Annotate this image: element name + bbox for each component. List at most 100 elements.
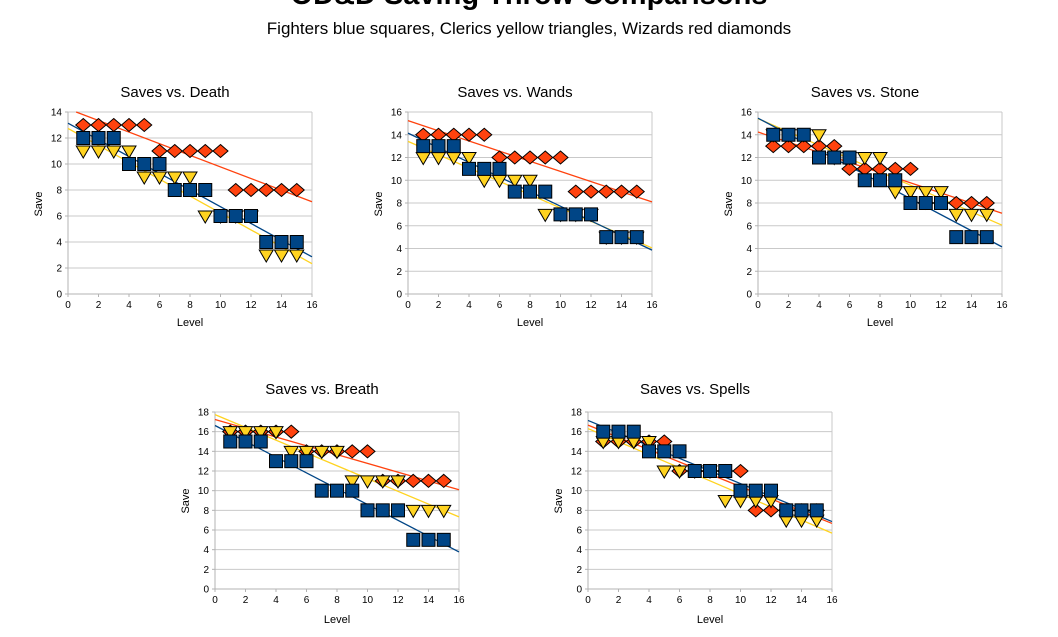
chart-saves-vs-death: Saves vs. Death Save Level 0 2 4 6 8 10 12 14 0 2… <box>25 80 325 340</box>
x-tick-label: 14 <box>796 595 808 606</box>
data-point <box>183 183 197 197</box>
y-tick-label: 10 <box>571 486 583 497</box>
data-point <box>430 152 447 166</box>
data-point <box>182 171 198 185</box>
series-clerics <box>595 436 825 529</box>
y-tick-label: 4 <box>576 545 582 556</box>
x-tick-label: 12 <box>585 300 597 311</box>
y-tick-label: 14 <box>741 130 753 141</box>
data-point <box>872 152 888 166</box>
chart-title: Saves vs. Death <box>120 84 230 101</box>
data-point <box>359 475 376 489</box>
data-point <box>614 230 629 245</box>
data-point <box>222 426 239 440</box>
data-point <box>506 150 524 165</box>
data-point <box>122 157 136 171</box>
data-point <box>903 196 918 210</box>
y-tick-label: 18 <box>571 408 583 419</box>
x-axis-title: Level <box>516 317 544 329</box>
data-point <box>197 210 214 224</box>
data-point <box>461 152 477 166</box>
y-tick-label: 16 <box>391 108 403 119</box>
data-point <box>435 504 452 519</box>
data-point <box>812 150 826 165</box>
y-tick-label: 8 <box>746 199 752 210</box>
data-point <box>105 117 123 133</box>
data-point <box>345 483 360 498</box>
x-axis-title: Level <box>866 317 894 329</box>
data-point <box>137 157 152 171</box>
data-point <box>917 186 934 200</box>
x-tick-label: 8 <box>187 300 193 311</box>
y-tick-label: 16 <box>198 427 210 438</box>
x-tick-label: 4 <box>816 300 822 311</box>
x-tick-label: 12 <box>935 300 947 311</box>
x-tick-label: 10 <box>905 300 917 311</box>
y-tick-label: 10 <box>198 486 210 497</box>
data-point <box>344 475 361 489</box>
y-tick-label: 6 <box>396 221 402 232</box>
chart-title: Saves vs. Spells <box>639 381 751 398</box>
data-point <box>152 157 167 171</box>
legend-subtitle: Fighters blue squares, Clerics yellow tr… <box>266 19 792 38</box>
data-point <box>167 183 182 197</box>
x-tick-label: 0 <box>212 595 218 606</box>
data-point <box>963 195 980 211</box>
x-tick-label: 2 <box>243 595 249 606</box>
plot-area: 0 2 4 6 8 10 12 14 16 18 0 2 4 6 8 10 12 14 16 <box>198 408 465 607</box>
data-point <box>420 504 437 519</box>
y-tick-label: 2 <box>203 565 209 576</box>
data-point <box>252 426 269 440</box>
data-point <box>827 150 842 165</box>
data-point <box>460 127 478 142</box>
x-tick-label: 16 <box>996 300 1008 311</box>
y-tick-label: 0 <box>576 585 582 596</box>
data-point <box>766 127 781 142</box>
data-point <box>552 150 569 165</box>
data-point <box>794 503 809 518</box>
y-tick-label: 10 <box>391 176 403 187</box>
data-point <box>842 150 857 165</box>
data-point <box>475 127 493 142</box>
data-point <box>431 139 446 154</box>
data-point <box>657 444 672 459</box>
x-tick-label: 14 <box>616 300 628 311</box>
data-point <box>671 465 688 479</box>
data-point <box>228 209 243 223</box>
y-tick-label: 12 <box>741 153 753 164</box>
y-tick-label: 0 <box>396 290 402 301</box>
data-point <box>299 454 314 469</box>
data-point <box>507 184 522 199</box>
y-tick-label: 16 <box>741 108 753 119</box>
data-point <box>733 483 748 498</box>
data-point <box>641 436 657 450</box>
data-point <box>978 195 996 211</box>
data-point <box>90 145 107 159</box>
data-point <box>289 235 304 249</box>
data-point <box>779 503 794 518</box>
y-tick-label: 0 <box>203 585 209 596</box>
data-point <box>390 475 406 489</box>
data-point <box>166 171 183 185</box>
data-point <box>703 464 717 478</box>
data-point <box>76 131 91 145</box>
x-tick-label: 6 <box>847 300 853 311</box>
data-point <box>523 184 537 199</box>
chart-saves-vs-spells: Saves vs. Spells Save Level 0 2 4 6 8 10 12 14 1… <box>545 377 845 637</box>
x-tick-label: 8 <box>707 595 713 606</box>
y-tick-label: 16 <box>571 427 583 438</box>
chart-saves-vs-wands: Saves vs. Wands Save Level 0 2 4 6 8 10 12 14 16… <box>365 80 665 340</box>
x-tick-label: 6 <box>157 300 163 311</box>
data-point <box>795 138 813 154</box>
data-point <box>596 424 611 439</box>
y-tick-label: 8 <box>203 506 209 517</box>
data-point <box>405 504 422 519</box>
data-point <box>420 473 437 488</box>
y-tick-label: 6 <box>56 212 62 223</box>
x-tick-label: 16 <box>646 300 658 311</box>
x-tick-label: 0 <box>585 595 591 606</box>
data-point <box>446 139 461 154</box>
data-point <box>421 532 436 547</box>
data-point <box>360 503 375 518</box>
y-tick-label: 4 <box>56 238 62 249</box>
